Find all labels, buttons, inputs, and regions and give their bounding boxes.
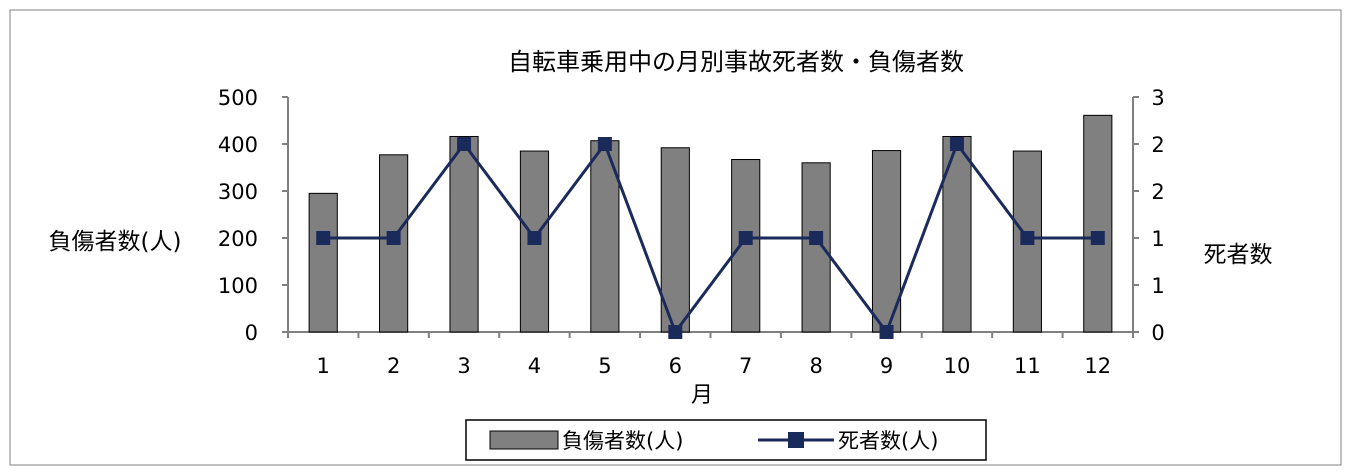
y-left-tick-label: 500 [218, 86, 258, 110]
point-deaths [668, 325, 683, 339]
bar-injured [731, 159, 761, 333]
legend: 負傷者数(人) 死者数(人) [465, 419, 987, 461]
point-deaths [1090, 231, 1105, 245]
legend-label-deaths: 死者数(人) [838, 429, 938, 453]
point-deaths [809, 231, 824, 245]
bar-injured [942, 135, 972, 333]
y-right-tick-label: 0 [1151, 321, 1164, 345]
y-left-tick-label: 400 [218, 133, 258, 157]
y-right-tick-label: 2 [1151, 133, 1164, 157]
legend-line-marker [788, 432, 804, 448]
x-tick-label: 9 [880, 354, 893, 378]
x-tick-label: 1 [317, 354, 330, 378]
y-left-tick-label: 200 [218, 227, 258, 251]
legend-label-injured: 負傷者数(人) [562, 429, 683, 453]
y-right-tick-label: 3 [1151, 86, 1164, 110]
y-right-tick-label: 1 [1151, 227, 1164, 251]
line-deaths [323, 142, 1098, 334]
point-deaths [738, 231, 753, 245]
point-deaths [316, 231, 331, 245]
point-deaths [879, 325, 894, 339]
bar-injured [801, 162, 831, 333]
bar-injured [449, 135, 479, 333]
x-tick-label: 10 [944, 354, 971, 378]
y-right-axis-title: 死者数 [1204, 242, 1273, 268]
y-right-tick-label: 2 [1151, 180, 1164, 204]
y-left-tick-label: 0 [245, 321, 258, 345]
x-tick-label: 4 [528, 354, 541, 378]
y-right-tick-label: 1 [1151, 274, 1164, 298]
x-tick-label: 11 [1014, 354, 1041, 378]
x-tick-label: 5 [598, 354, 611, 378]
point-deaths [949, 137, 964, 151]
point-deaths [597, 137, 612, 151]
point-deaths [457, 137, 472, 151]
y-left-axis-title: 負傷者数(人) [49, 229, 182, 255]
x-tick-label: 8 [809, 354, 822, 378]
point-deaths [1020, 231, 1035, 245]
bar-injured [871, 150, 902, 333]
bar-injured [308, 192, 338, 333]
x-tick-label: 6 [669, 354, 682, 378]
point-deaths [386, 231, 401, 245]
x-tick-label: 2 [387, 354, 400, 378]
x-tick-label: 12 [1084, 354, 1111, 378]
x-axis-title: 月 [691, 383, 713, 408]
chart-title: 自転車乗用中の月別事故死者数・負傷者数 [508, 48, 964, 76]
bar-injured [1083, 114, 1113, 333]
legend-bar-swatch [489, 430, 559, 450]
y-left-tick-label: 100 [218, 274, 258, 298]
y-left-tick-label: 300 [218, 180, 258, 204]
point-deaths [527, 231, 542, 245]
x-tick-label: 7 [739, 354, 752, 378]
x-tick-label: 3 [457, 354, 470, 378]
